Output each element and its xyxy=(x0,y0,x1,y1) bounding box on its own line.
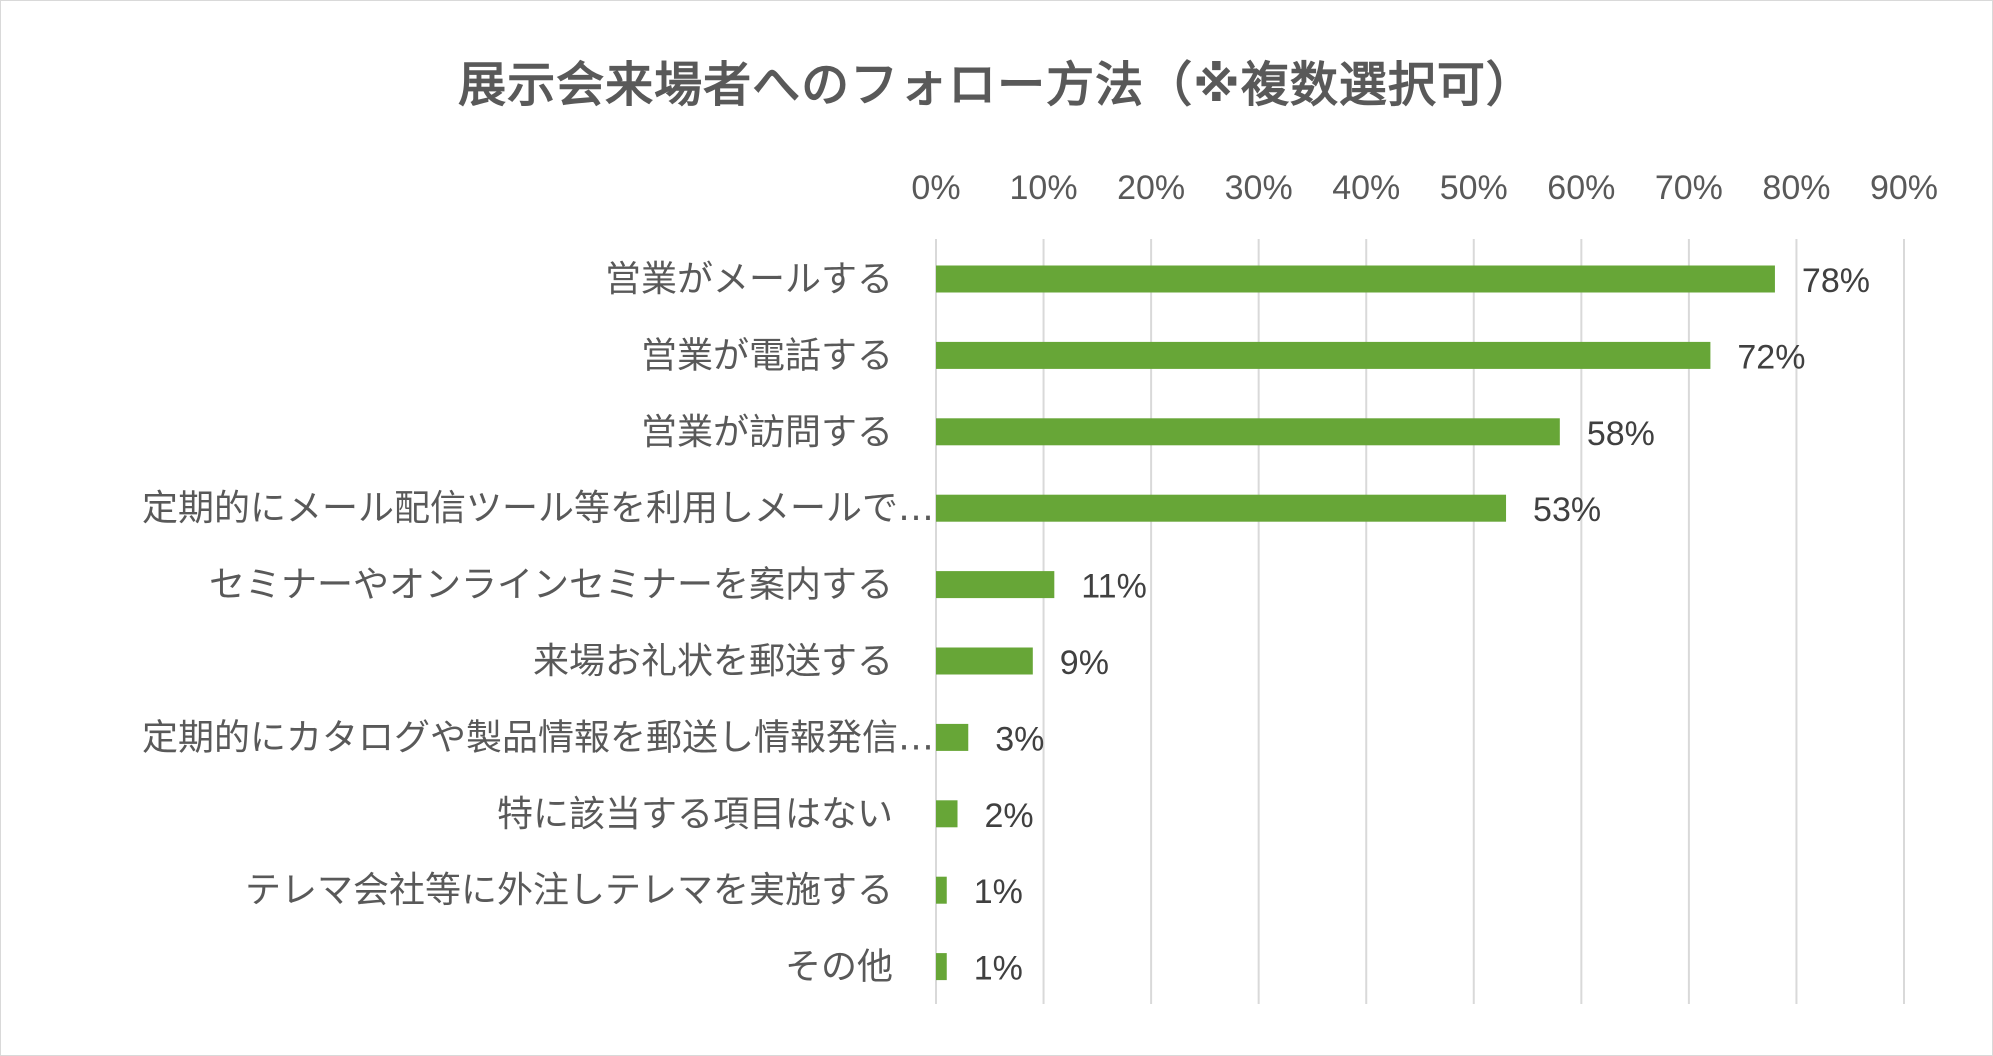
bar xyxy=(936,953,947,981)
bar xyxy=(936,723,969,751)
category-label: 来場お礼状を郵送する xyxy=(533,641,893,682)
category-label: 営業が訪問する xyxy=(641,412,893,453)
bar xyxy=(936,494,1507,522)
x-tick-label: 10% xyxy=(1010,169,1078,207)
x-tick-label: 80% xyxy=(1762,169,1830,207)
category-label: 営業が電話する xyxy=(641,335,893,376)
category-label: 営業がメールする xyxy=(605,259,893,300)
chart-title: 展示会来場者へのフォロー方法（※複数選択可） xyxy=(458,57,1535,113)
data-label: 78% xyxy=(1802,262,1870,300)
x-axis-ticks: 0% 10% 20% 30% 40% 50% 60% 70% 80% 90% xyxy=(911,169,1938,207)
data-label: 1% xyxy=(974,873,1023,911)
x-tick-label: 50% xyxy=(1440,169,1508,207)
x-tick-label: 90% xyxy=(1870,169,1938,207)
data-label: 53% xyxy=(1533,491,1601,529)
data-label: 2% xyxy=(985,797,1034,835)
x-tick-label: 0% xyxy=(911,169,960,207)
x-tick-label: 30% xyxy=(1225,169,1293,207)
category-label: 特に該当する項目はない xyxy=(497,794,893,835)
category-label: その他 xyxy=(785,947,893,988)
bar xyxy=(936,647,1033,675)
category-labels: 営業がメールする営業が電話する営業が訪問する定期的にメール配信ツール等を利用しメ… xyxy=(142,259,934,988)
bar xyxy=(936,341,1711,369)
data-label: 3% xyxy=(995,720,1044,758)
category-label: 定期的にカタログや製品情報を郵送し情報発信… xyxy=(142,717,934,758)
data-label: 11% xyxy=(1081,568,1147,606)
category-label: 定期的にメール配信ツール等を利用しメールで… xyxy=(142,488,934,529)
category-label: セミナーやオンラインセミナーを案内する xyxy=(209,565,893,606)
bar xyxy=(936,800,958,828)
x-tick-label: 20% xyxy=(1117,169,1185,207)
bar xyxy=(936,418,1560,446)
data-label: 1% xyxy=(974,950,1023,988)
bar xyxy=(936,571,1055,599)
x-tick-label: 60% xyxy=(1547,169,1615,207)
category-label: テレマ会社等に外注しテレマを実施する xyxy=(245,870,893,911)
bars xyxy=(936,265,1775,981)
bar xyxy=(936,876,947,904)
x-tick-label: 70% xyxy=(1655,169,1723,207)
data-label: 9% xyxy=(1060,644,1109,682)
data-labels: 78% 72% 58% 53% 11% 9% 3% 2% 1% 1% xyxy=(974,262,1870,988)
x-tick-label: 40% xyxy=(1332,169,1400,207)
bar xyxy=(936,265,1775,293)
data-label: 72% xyxy=(1737,338,1805,376)
data-label: 58% xyxy=(1587,415,1655,453)
